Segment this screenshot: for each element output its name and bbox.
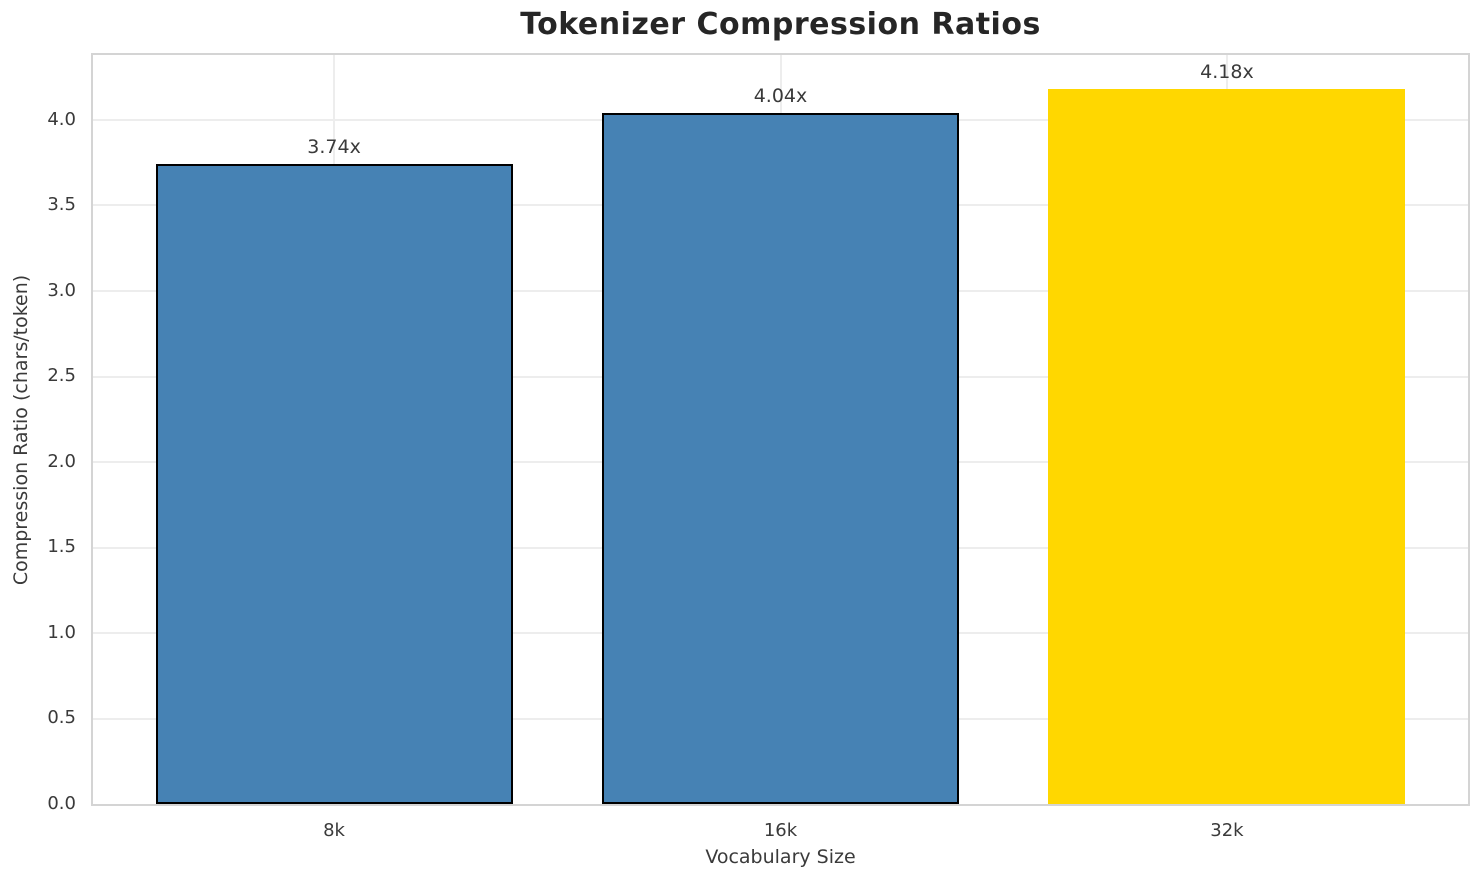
bar-16k — [601, 113, 960, 804]
bar-value-label: 4.18x — [1200, 61, 1254, 84]
bar-8k — [155, 164, 513, 804]
y-tick-label: 3.5 — [47, 194, 76, 216]
x-tick-label: 8k — [323, 820, 345, 841]
y-tick-label: 0.0 — [47, 793, 76, 814]
y-tick-label: 4.0 — [47, 108, 76, 130]
y-tick-label: 2.0 — [47, 450, 76, 472]
x-tick-label: 32k — [1210, 820, 1244, 841]
y-tick-label: 1.0 — [47, 621, 76, 643]
x-tick-label: 16k — [763, 820, 798, 841]
chart-title: Tokenizer Compression Ratios — [520, 7, 1041, 42]
y-tick-label: 0.5 — [47, 707, 76, 729]
y-axis-label: Compression Ratio (chars/token) — [10, 274, 32, 586]
y-tick-label: 3.0 — [47, 279, 76, 301]
bar-value-label: 4.04x — [753, 85, 808, 108]
bar-32k — [1048, 89, 1406, 804]
bar-value-label: 3.74x — [307, 136, 361, 159]
y-tick-label: 1.5 — [47, 536, 76, 558]
plot-area: 3.74x 4.04x 4.18x — [91, 53, 1470, 806]
y-tick-label: 2.5 — [47, 365, 76, 387]
x-axis-label: Vocabulary Size — [705, 846, 856, 868]
